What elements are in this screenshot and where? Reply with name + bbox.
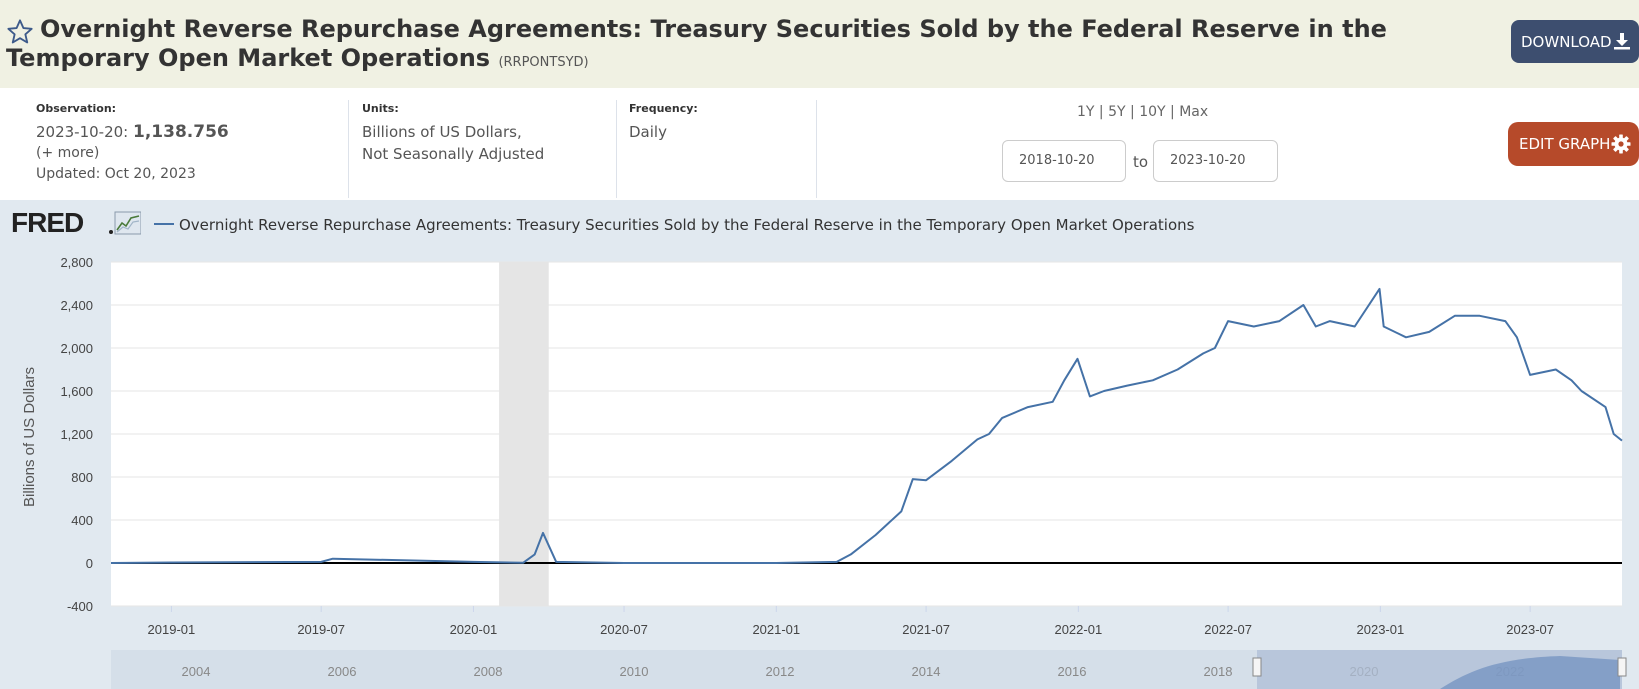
- x-tick-label: 2019-01: [148, 622, 196, 637]
- legend-label: Overnight Reverse Repurchase Agreements:…: [179, 216, 1195, 234]
- navigator-tick-label: 2004: [182, 664, 211, 679]
- range-sep: |: [1170, 104, 1175, 120]
- y-tick-label: 1,200: [60, 427, 93, 442]
- download-icon: [1614, 33, 1630, 50]
- start-date-input[interactable]: 2018-10-20: [1002, 140, 1126, 182]
- download-label: DOWNLOAD: [1521, 33, 1612, 51]
- page-header: Overnight Reverse Repurchase Agreements:…: [0, 0, 1639, 88]
- fred-logo-text: FRED: [11, 208, 84, 238]
- observation-number: 1,138.756: [133, 122, 229, 142]
- range-1y[interactable]: 1Y: [1077, 104, 1095, 120]
- range-5y[interactable]: 5Y: [1108, 104, 1126, 120]
- observation-panel: Observation: 2023-10-20: 1,138.756 (+ mo…: [36, 100, 349, 198]
- observation-label: Observation:: [36, 102, 117, 115]
- navigator-tick-label: 2018: [1204, 664, 1233, 679]
- frequency-value: Daily: [629, 123, 667, 141]
- more-link[interactable]: (+ more): [36, 145, 100, 161]
- range-selector: 1Y | 5Y | 10Y | Max: [1077, 104, 1208, 120]
- y-axis-label: Billions of US Dollars: [21, 367, 38, 507]
- gear-icon: [1611, 134, 1631, 154]
- y-tick-label: 2,000: [60, 341, 93, 356]
- observation-value: 2023-10-20: 1,138.756: [36, 121, 348, 143]
- updated-text: Updated: Oct 20, 2023: [36, 166, 196, 182]
- series-id: (RRPONTSYD): [498, 55, 589, 70]
- range-sep: |: [1130, 104, 1135, 120]
- to-label: to: [1133, 153, 1149, 171]
- series-line: [110, 287, 1623, 564]
- page-title: Overnight Reverse Repurchase Agreements:…: [6, 15, 1486, 77]
- series-meta: Observation: 2023-10-20: 1,138.756 (+ mo…: [0, 88, 1639, 200]
- navigator-tick-label: 2012: [766, 664, 795, 679]
- x-tick-label: 2021-07: [902, 622, 950, 637]
- x-tick-label: 2020-07: [600, 622, 648, 637]
- units-line-1: Billions of US Dollars,: [362, 123, 522, 141]
- units-value: Billions of US Dollars, Not Seasonally A…: [362, 121, 616, 165]
- y-tick-label: 2,400: [60, 298, 93, 313]
- x-tick-label: 2019-07: [297, 622, 345, 637]
- legend-swatch: [154, 223, 174, 225]
- y-tick-label: 1,600: [60, 384, 93, 399]
- navigator-tick-label: 2014: [912, 664, 941, 679]
- fred-logo[interactable]: FRED: [11, 208, 141, 240]
- range-max[interactable]: Max: [1179, 104, 1209, 120]
- navigator-tick-label: 2008: [474, 664, 503, 679]
- x-tick-label: 2023-01: [1357, 622, 1405, 637]
- recession-shading: [499, 262, 549, 606]
- y-tick-label: 800: [71, 470, 93, 485]
- download-button[interactable]: DOWNLOAD: [1511, 20, 1639, 63]
- y-tick-label: 2,800: [60, 255, 93, 270]
- end-date-input[interactable]: 2023-10-20: [1153, 140, 1278, 182]
- navigator-series-area: [1440, 656, 1620, 689]
- range-10y[interactable]: 10Y: [1139, 104, 1166, 120]
- x-tick-label: 2023-07: [1506, 622, 1554, 637]
- edit-graph-button[interactable]: EDIT GRAPH: [1508, 122, 1639, 166]
- navigator-handle[interactable]: [1617, 657, 1627, 677]
- navigator-tick-label: 2010: [620, 664, 649, 679]
- navigator-tick-label: 2016: [1058, 664, 1087, 679]
- x-tick-label: 2020-01: [450, 622, 498, 637]
- y-tick-label: 0: [86, 556, 93, 571]
- navigator-tick-label: 2006: [328, 664, 357, 679]
- x-tick-label: 2022-07: [1204, 622, 1252, 637]
- observation-date: 2023-10-20:: [36, 123, 129, 141]
- x-tick-label: 2022-01: [1054, 622, 1102, 637]
- y-tick-label: -400: [67, 599, 93, 614]
- units-line-2: Not Seasonally Adjusted: [362, 145, 545, 163]
- units-panel: Units: Billions of US Dollars, Not Seaso…: [362, 100, 617, 198]
- navigator-handle[interactable]: [1252, 657, 1262, 677]
- frequency-label: Frequency:: [629, 102, 698, 115]
- x-tick-label: 2021-01: [752, 622, 800, 637]
- frequency-panel: Frequency: Daily: [629, 100, 817, 198]
- y-tick-label: 400: [71, 513, 93, 528]
- units-label: Units:: [362, 102, 399, 115]
- star-icon[interactable]: [6, 18, 34, 46]
- range-sep: |: [1098, 104, 1104, 120]
- series-title: Overnight Reverse Repurchase Agreements:…: [6, 15, 1387, 72]
- edit-graph-label: EDIT GRAPH: [1519, 135, 1611, 153]
